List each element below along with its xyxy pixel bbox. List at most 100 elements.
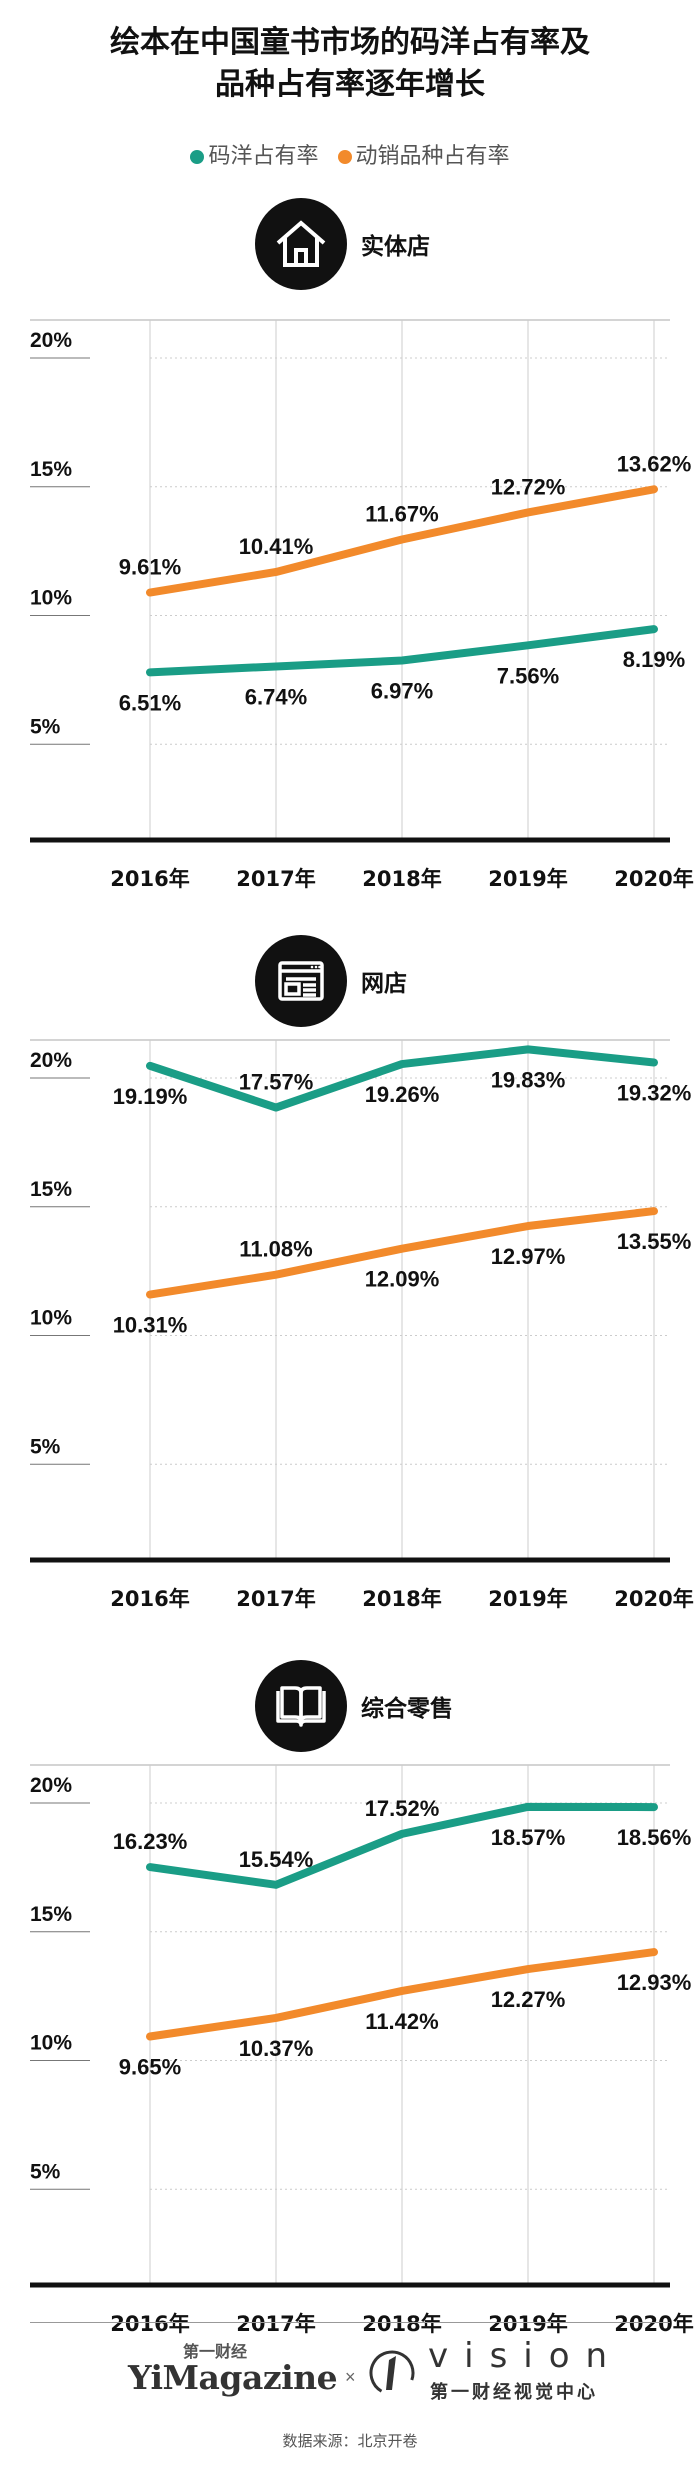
- x-tick-label: 2017年: [236, 867, 315, 891]
- y-tick-label: 20%: [30, 1049, 72, 1072]
- data-label: 11.08%: [239, 1237, 312, 1262]
- data-label: 12.27%: [491, 1987, 566, 2012]
- y-tick-label: 5%: [30, 1435, 61, 1458]
- data-label: 17.52%: [365, 1796, 440, 1821]
- data-label: 6.74%: [245, 684, 307, 709]
- legend-label: 码洋占有率: [208, 144, 319, 169]
- data-point: [149, 592, 151, 594]
- brand-small-text: 第一财经: [182, 2342, 247, 2361]
- data-label: 9.65%: [119, 2055, 181, 2080]
- x-tick-label: 2020年: [614, 867, 693, 891]
- x-tick-label: 2019年: [488, 1587, 567, 1611]
- x-tick-label: 2020年: [614, 2312, 693, 2336]
- data-label: 12.97%: [491, 1244, 566, 1269]
- x-tick-label: 2019年: [488, 867, 567, 891]
- data-point: [527, 644, 529, 646]
- data-label: 11.67%: [365, 501, 438, 526]
- data-label: 10.31%: [113, 1313, 188, 1338]
- y-tick-label: 10%: [30, 1307, 72, 1330]
- data-label: 19.26%: [365, 1082, 440, 1107]
- data-label: 15.54%: [239, 1847, 314, 1872]
- browser-window-icon: [255, 935, 347, 1027]
- x-tick-label: 2018年: [362, 867, 441, 891]
- data-label: 13.62%: [617, 451, 692, 476]
- channel-label: 网店: [361, 971, 407, 997]
- data-label: 19.19%: [113, 1084, 188, 1109]
- data-label: 12.93%: [617, 1970, 692, 1995]
- data-point: [653, 1951, 655, 1953]
- data-label: 17.57%: [239, 1070, 314, 1095]
- data-point: [401, 1833, 403, 1835]
- data-label: 6.97%: [371, 679, 433, 704]
- vision-wordmark: vision: [428, 2336, 624, 2376]
- legend-item-value-share: 码洋占有率: [190, 144, 319, 169]
- data-label: 10.37%: [239, 2036, 314, 2061]
- data-label: 9.61%: [119, 555, 181, 580]
- data-point: [275, 571, 277, 573]
- data-label: 6.51%: [119, 690, 181, 715]
- y-tick-label: 20%: [30, 329, 72, 352]
- data-label: 18.57%: [491, 1825, 566, 1850]
- channel-label: 综合零售: [361, 1696, 453, 1722]
- data-point: [275, 1107, 277, 1109]
- data-point: [527, 1968, 529, 1970]
- data-point: [527, 511, 529, 513]
- data-point: [653, 628, 655, 630]
- vision-subtitle: 第一财经视觉中心: [430, 2382, 598, 2403]
- data-point: [149, 671, 151, 673]
- data-point: [653, 488, 655, 490]
- channel-header-general-retail: 综合零售: [255, 1660, 453, 1752]
- data-label: 19.83%: [491, 1067, 566, 1092]
- data-label: 19.32%: [617, 1081, 692, 1106]
- footer-divider: [30, 2322, 670, 2323]
- data-source: 数据来源：北京开卷: [282, 2432, 418, 2450]
- data-point: [653, 1806, 655, 1808]
- data-label: 12.09%: [365, 1267, 440, 1292]
- line-chart-physical-store: 20% 15% 10% 5% 2016年 2017年 2018年 2019年 2020年 6.51…: [30, 319, 694, 891]
- data-label: 10.41%: [239, 534, 314, 559]
- x-tick-label: 2016年: [110, 2312, 189, 2336]
- data-point: [653, 1210, 655, 1212]
- data-point: [527, 1048, 529, 1050]
- x-tick-label: 2016年: [110, 1587, 189, 1611]
- data-point: [149, 1866, 151, 1868]
- x-tick-label: 2020年: [614, 1587, 693, 1611]
- x-tick-label: 2018年: [362, 2312, 441, 2336]
- y-tick-label: 20%: [30, 1774, 72, 1797]
- legend-label: 动销品种占有率: [355, 144, 510, 169]
- line-chart-online-store: 20% 15% 10% 5% 2016年 2017年 2018年 2019年 2020年 19.1…: [30, 1039, 694, 1611]
- legend-swatch-teal: [190, 150, 205, 164]
- y-tick-label: 10%: [30, 587, 72, 610]
- data-point: [149, 1294, 151, 1296]
- y-tick-label: 15%: [30, 1178, 72, 1201]
- data-point: [275, 1884, 277, 1886]
- x-tick-label: 2017年: [236, 2312, 315, 2336]
- yimagazine-logo: YiMagazine: [128, 2358, 338, 2397]
- data-point: [275, 665, 277, 667]
- data-point: [401, 1248, 403, 1250]
- data-point: [401, 538, 403, 540]
- y-tick-label: 10%: [30, 2032, 72, 2055]
- y-tick-label: 15%: [30, 1903, 72, 1926]
- data-point: [149, 2036, 151, 2038]
- data-label: 12.72%: [491, 474, 566, 499]
- line-chart-general-retail: 20% 15% 10% 5% 2016年 2017年 2018年 2019年 2020年 16.2…: [30, 1764, 694, 2336]
- legend-swatch-orange: [337, 150, 352, 164]
- y-tick-label: 15%: [30, 458, 72, 481]
- chart-title: 绘本在中国童书市场的码洋占有率及 品种占有率逐年增长: [0, 22, 700, 106]
- data-point: [401, 1990, 403, 1992]
- data-point: [275, 1274, 277, 1276]
- data-label: 16.23%: [113, 1829, 188, 1854]
- data-point: [149, 1065, 151, 1067]
- data-label: 7.56%: [497, 663, 559, 688]
- cross-sign: ×: [345, 2367, 356, 2387]
- data-label: 13.55%: [617, 1229, 692, 1254]
- data-point: [401, 660, 403, 662]
- data-point: [527, 1225, 529, 1227]
- vision-logo-mark: [369, 2350, 415, 2396]
- open-book-icon: [255, 1660, 347, 1752]
- y-tick-label: 5%: [30, 715, 61, 738]
- data-point: [401, 1063, 403, 1065]
- data-label: 18.56%: [617, 1825, 692, 1850]
- title-line-2: 品种占有率逐年增长: [215, 67, 485, 102]
